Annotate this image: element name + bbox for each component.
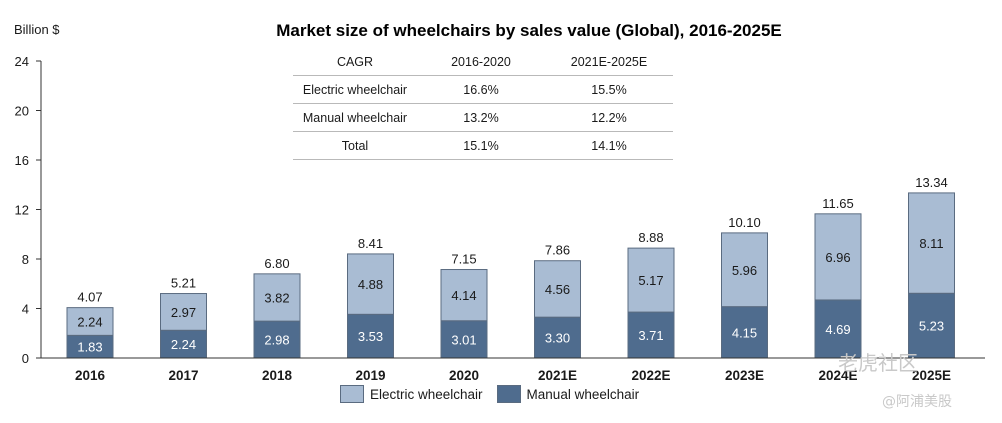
data-label-electric: 2.97 (171, 305, 196, 320)
bar-electric (627, 247, 675, 313)
y-tick-label: 24 (15, 54, 29, 69)
cagr-row-label: Total (341, 138, 369, 153)
data-label-electric: 5.17 (638, 273, 663, 288)
data-label-total: 5.21 (171, 276, 196, 291)
x-tick-label: 2019 (355, 368, 385, 383)
bar-electric (534, 260, 581, 318)
bar-electric (721, 232, 768, 308)
y-tick-label: 16 (15, 153, 29, 168)
data-label-manual: 3.53 (358, 329, 383, 344)
data-label-electric: 3.82 (264, 290, 289, 305)
data-label-total: 8.41 (358, 236, 383, 251)
data-label-electric: 4.88 (358, 277, 383, 292)
x-tick-label: 2024E (818, 368, 857, 383)
cagr-table-row: Manual wheelchair 13.2% 12.2% (293, 104, 673, 132)
data-label-total: 6.80 (264, 256, 289, 271)
data-label-manual: 4.15 (732, 325, 757, 340)
cagr-table-row: Total 15.1% 14.1% (293, 132, 673, 160)
bar-manual (534, 316, 581, 359)
data-label-manual: 5.23 (919, 319, 944, 334)
cagr-row-value: 15.5% (591, 82, 627, 97)
data-label-manual: 4.69 (825, 322, 850, 337)
cagr-row-value: 15.1% (463, 138, 499, 153)
x-tick-label: 2022E (631, 368, 670, 383)
bar-manual (440, 320, 488, 359)
x-tick-label: 2020 (449, 368, 479, 383)
data-label-total: 10.10 (728, 215, 761, 230)
bar-electric (347, 253, 394, 315)
data-label-electric: 6.96 (825, 250, 850, 265)
legend-item-electric: Electric wheelchair (340, 385, 483, 403)
bar-manual (627, 311, 675, 359)
y-tick-label: 8 (22, 252, 29, 267)
y-tick-label: 0 (22, 351, 29, 366)
data-label-manual: 2.24 (171, 337, 196, 352)
data-label-manual: 1.83 (77, 340, 102, 355)
cagr-header-label: CAGR (336, 54, 374, 69)
data-label-manual: 3.30 (545, 331, 570, 346)
data-label-total: 8.88 (638, 230, 663, 245)
x-tick-label: 2016 (75, 368, 106, 383)
data-label-electric: 4.14 (451, 288, 476, 303)
cagr-row-value: 14.1% (591, 138, 627, 153)
watermark-community: 老虎社区 (838, 351, 918, 375)
y-tick-label: 4 (22, 302, 29, 317)
bar-manual (253, 320, 301, 359)
bar-electric (160, 293, 207, 331)
data-label-total: 13.34 (915, 175, 948, 190)
data-label-manual: 2.98 (264, 333, 289, 348)
bar-electric (253, 273, 301, 322)
legend-label-manual: Manual wheelchair (526, 386, 640, 402)
cagr-header-period-1: 2016-2020 (451, 54, 511, 69)
cagr-table-header-row: CAGR 2016-2020 2021E-2025E (293, 48, 673, 76)
cagr-header-period-2: 2021E-2025E (570, 54, 648, 69)
legend-swatch-electric (340, 385, 364, 403)
x-tick-label: 2018 (262, 368, 293, 383)
y-tick-label: 12 (15, 203, 29, 218)
data-label-electric: 2.24 (77, 314, 102, 329)
bar-manual (160, 329, 207, 359)
cagr-table-row: Electric wheelchair 16.6% 15.5% (293, 76, 673, 104)
x-tick-label: 2021E (538, 368, 577, 383)
bar-electric (66, 307, 114, 336)
chart-title: Market size of wheelchairs by sales valu… (276, 21, 782, 40)
data-label-total: 11.65 (822, 196, 854, 211)
bars-group: 1.83 2.24 4.07 2.24 2.97 5.21 2.98 3.82 6.80 3.53… (66, 175, 955, 359)
cagr-row-value: 16.6% (463, 82, 499, 97)
data-label-electric: 5.96 (732, 263, 757, 278)
watermark-account: @阿浦美股 (882, 394, 952, 410)
cagr-row-value: 12.2% (591, 110, 627, 125)
cagr-table: CAGR 2016-2020 2021E-2025E Electric whee… (293, 48, 673, 160)
bar-electric (814, 213, 862, 301)
bar-manual (347, 313, 394, 359)
data-label-electric: 8.11 (919, 236, 943, 251)
data-label-total: 7.15 (451, 252, 476, 267)
data-label-manual: 3.71 (638, 328, 663, 343)
bar-manual (814, 299, 862, 359)
data-label-total: 7.86 (545, 243, 570, 258)
cagr-row-value: 13.2% (463, 110, 499, 125)
legend-swatch-manual (496, 385, 521, 403)
bar-manual (721, 306, 768, 359)
data-label-electric: 4.56 (545, 282, 570, 297)
legend-label-electric: Electric wheelchair (370, 386, 483, 402)
x-axis: 2016 2017 2018 2019 2020 2021E 2022E 2023E 2024E… (41, 357, 985, 383)
bar-electric (908, 192, 955, 294)
y-axis: 0 4 8 12 16 20 24 (15, 54, 42, 366)
legend-item-manual: Manual wheelchair (496, 385, 640, 403)
bar-electric (440, 269, 488, 322)
y-tick-label: 20 (15, 104, 29, 119)
y-axis-unit-label: Billion $ (14, 22, 60, 37)
chart-legend: Electric wheelchair Manual wheelchair (340, 385, 653, 403)
cagr-row-label: Electric wheelchair (302, 82, 408, 97)
bar-manual (908, 292, 955, 359)
x-tick-label: 2017 (168, 368, 198, 383)
data-label-total: 4.07 (77, 290, 102, 305)
x-tick-label: 2023E (725, 368, 764, 383)
data-label-manual: 3.01 (451, 332, 476, 347)
x-tick-label: 2025E (912, 368, 951, 383)
cagr-row-label: Manual wheelchair (302, 110, 408, 125)
